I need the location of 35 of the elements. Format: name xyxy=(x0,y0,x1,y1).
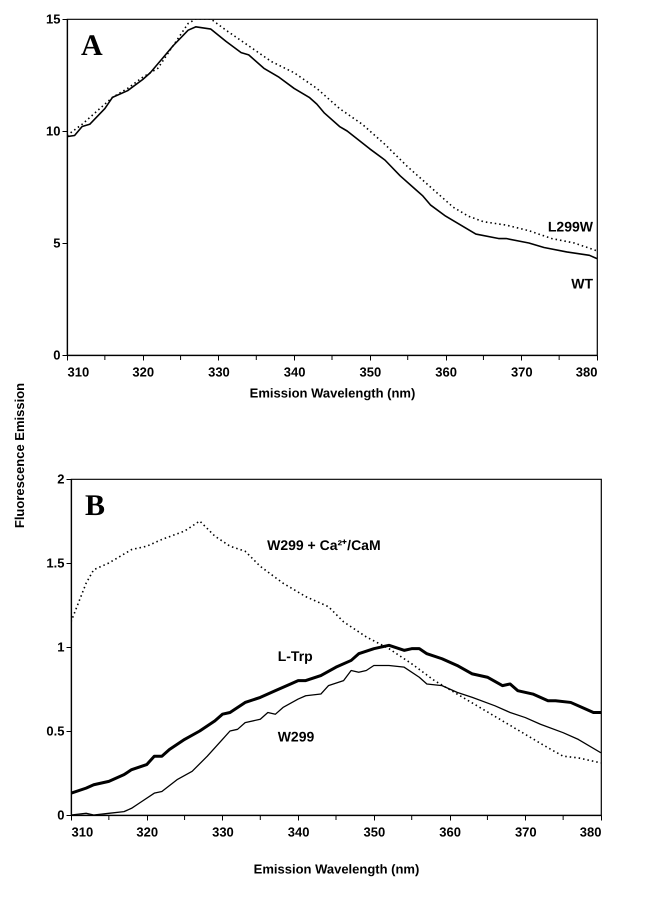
x-tick-label: 330 xyxy=(208,364,230,380)
y-tick-label: 2 xyxy=(57,472,64,486)
x-axis-title: Emission Wavelength (nm) xyxy=(250,386,416,400)
y-tick-label: 0 xyxy=(53,348,60,362)
x-tick-label: 360 xyxy=(435,364,457,380)
y-tick-label: 1.5 xyxy=(46,556,64,570)
x-tick-label: 310 xyxy=(72,824,94,840)
y-tick-label: 0 xyxy=(57,808,64,822)
x-tick-label: 370 xyxy=(514,824,537,840)
y-tick-label: 0.5 xyxy=(46,724,64,738)
x-tick-label: 380 xyxy=(576,364,598,380)
series-label: WT xyxy=(571,275,594,292)
y-tick-label: 1 xyxy=(57,640,64,654)
x-tick-label: 330 xyxy=(212,824,234,840)
x-tick-label: 350 xyxy=(364,824,386,840)
x-tick-label: 320 xyxy=(136,824,158,840)
x-tick-label: 320 xyxy=(132,364,154,380)
x-tick-label: 380 xyxy=(580,824,602,840)
x-tick-label: 340 xyxy=(288,824,310,840)
chart-title: A xyxy=(81,29,103,62)
y-axis-title: Fluorescence Emission xyxy=(12,382,28,528)
x-tick-label: 370 xyxy=(510,364,533,380)
chart-title: B xyxy=(85,489,106,522)
x-tick-label: 340 xyxy=(284,364,306,380)
x-tick-label: 310 xyxy=(68,364,90,380)
series-label: L299W xyxy=(548,218,594,234)
y-tick-label: 5 xyxy=(53,236,60,250)
x-tick-label: 360 xyxy=(439,824,461,840)
x-axis-title: Emission Wavelength (nm) xyxy=(254,862,420,876)
series-label: W299 xyxy=(278,728,314,745)
y-tick-label: 10 xyxy=(46,124,60,138)
series-label: W299 + Ca²⁺/CaM xyxy=(267,537,381,554)
series-label: L-Trp xyxy=(278,648,313,664)
y-tick-label: 15 xyxy=(46,12,60,26)
x-tick-label: 350 xyxy=(360,364,382,380)
